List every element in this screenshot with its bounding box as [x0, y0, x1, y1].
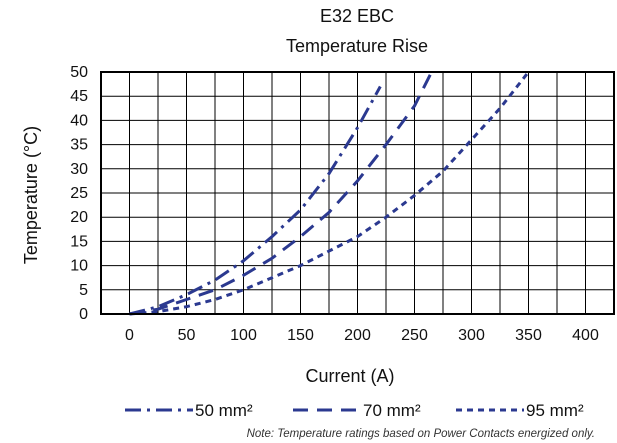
series-line-1: [129, 85, 382, 316]
x-tick-label: 300: [458, 327, 485, 344]
series-line-3: [129, 71, 530, 316]
y-tick-label: 50: [70, 64, 88, 81]
chart-subtitle: Temperature Rise: [286, 36, 428, 56]
y-tick-label: 25: [70, 185, 88, 202]
y-tick-label: 20: [70, 209, 88, 226]
chart-title: E32 EBC: [320, 6, 394, 26]
x-axis-label: Current (A): [305, 366, 394, 386]
series-line-2: [129, 71, 433, 316]
legend-label-3: 95 mm²: [526, 401, 584, 420]
legend: 50 mm² 70 mm² 95 mm²: [125, 401, 584, 420]
x-tick-labels: 0 50 100 150 200 250 300 350 400: [125, 327, 599, 344]
y-tick-label: 10: [70, 258, 88, 275]
x-tick-label: 0: [125, 327, 134, 344]
y-tick-label: 30: [70, 161, 88, 178]
y-tick-label: 0: [79, 306, 88, 323]
grid: [101, 72, 614, 314]
x-tick-label: 150: [287, 327, 314, 344]
x-tick-label: 200: [344, 327, 371, 344]
y-tick-label: 40: [70, 112, 88, 129]
y-tick-label: 45: [70, 88, 88, 105]
y-tick-label: 5: [79, 282, 88, 299]
x-tick-label: 100: [230, 327, 257, 344]
chart-note: Note: Temperature ratings based on Power…: [247, 428, 595, 440]
plot-frame: [100, 71, 615, 315]
y-tick-label: 35: [70, 137, 88, 154]
y-tick-labels: 0 5 10 15 20 25 30 35 40 45 50: [70, 64, 88, 323]
x-tick-label: 50: [178, 327, 196, 344]
series-layer: [129, 71, 530, 316]
legend-label-2: 70 mm²: [363, 401, 421, 420]
legend-label-1: 50 mm²: [195, 401, 253, 420]
y-axis-label: Temperature (°C): [21, 126, 41, 264]
x-tick-label: 400: [572, 327, 599, 344]
x-tick-label: 350: [515, 327, 542, 344]
y-tick-label: 15: [70, 233, 88, 250]
x-tick-label: 250: [401, 327, 428, 344]
